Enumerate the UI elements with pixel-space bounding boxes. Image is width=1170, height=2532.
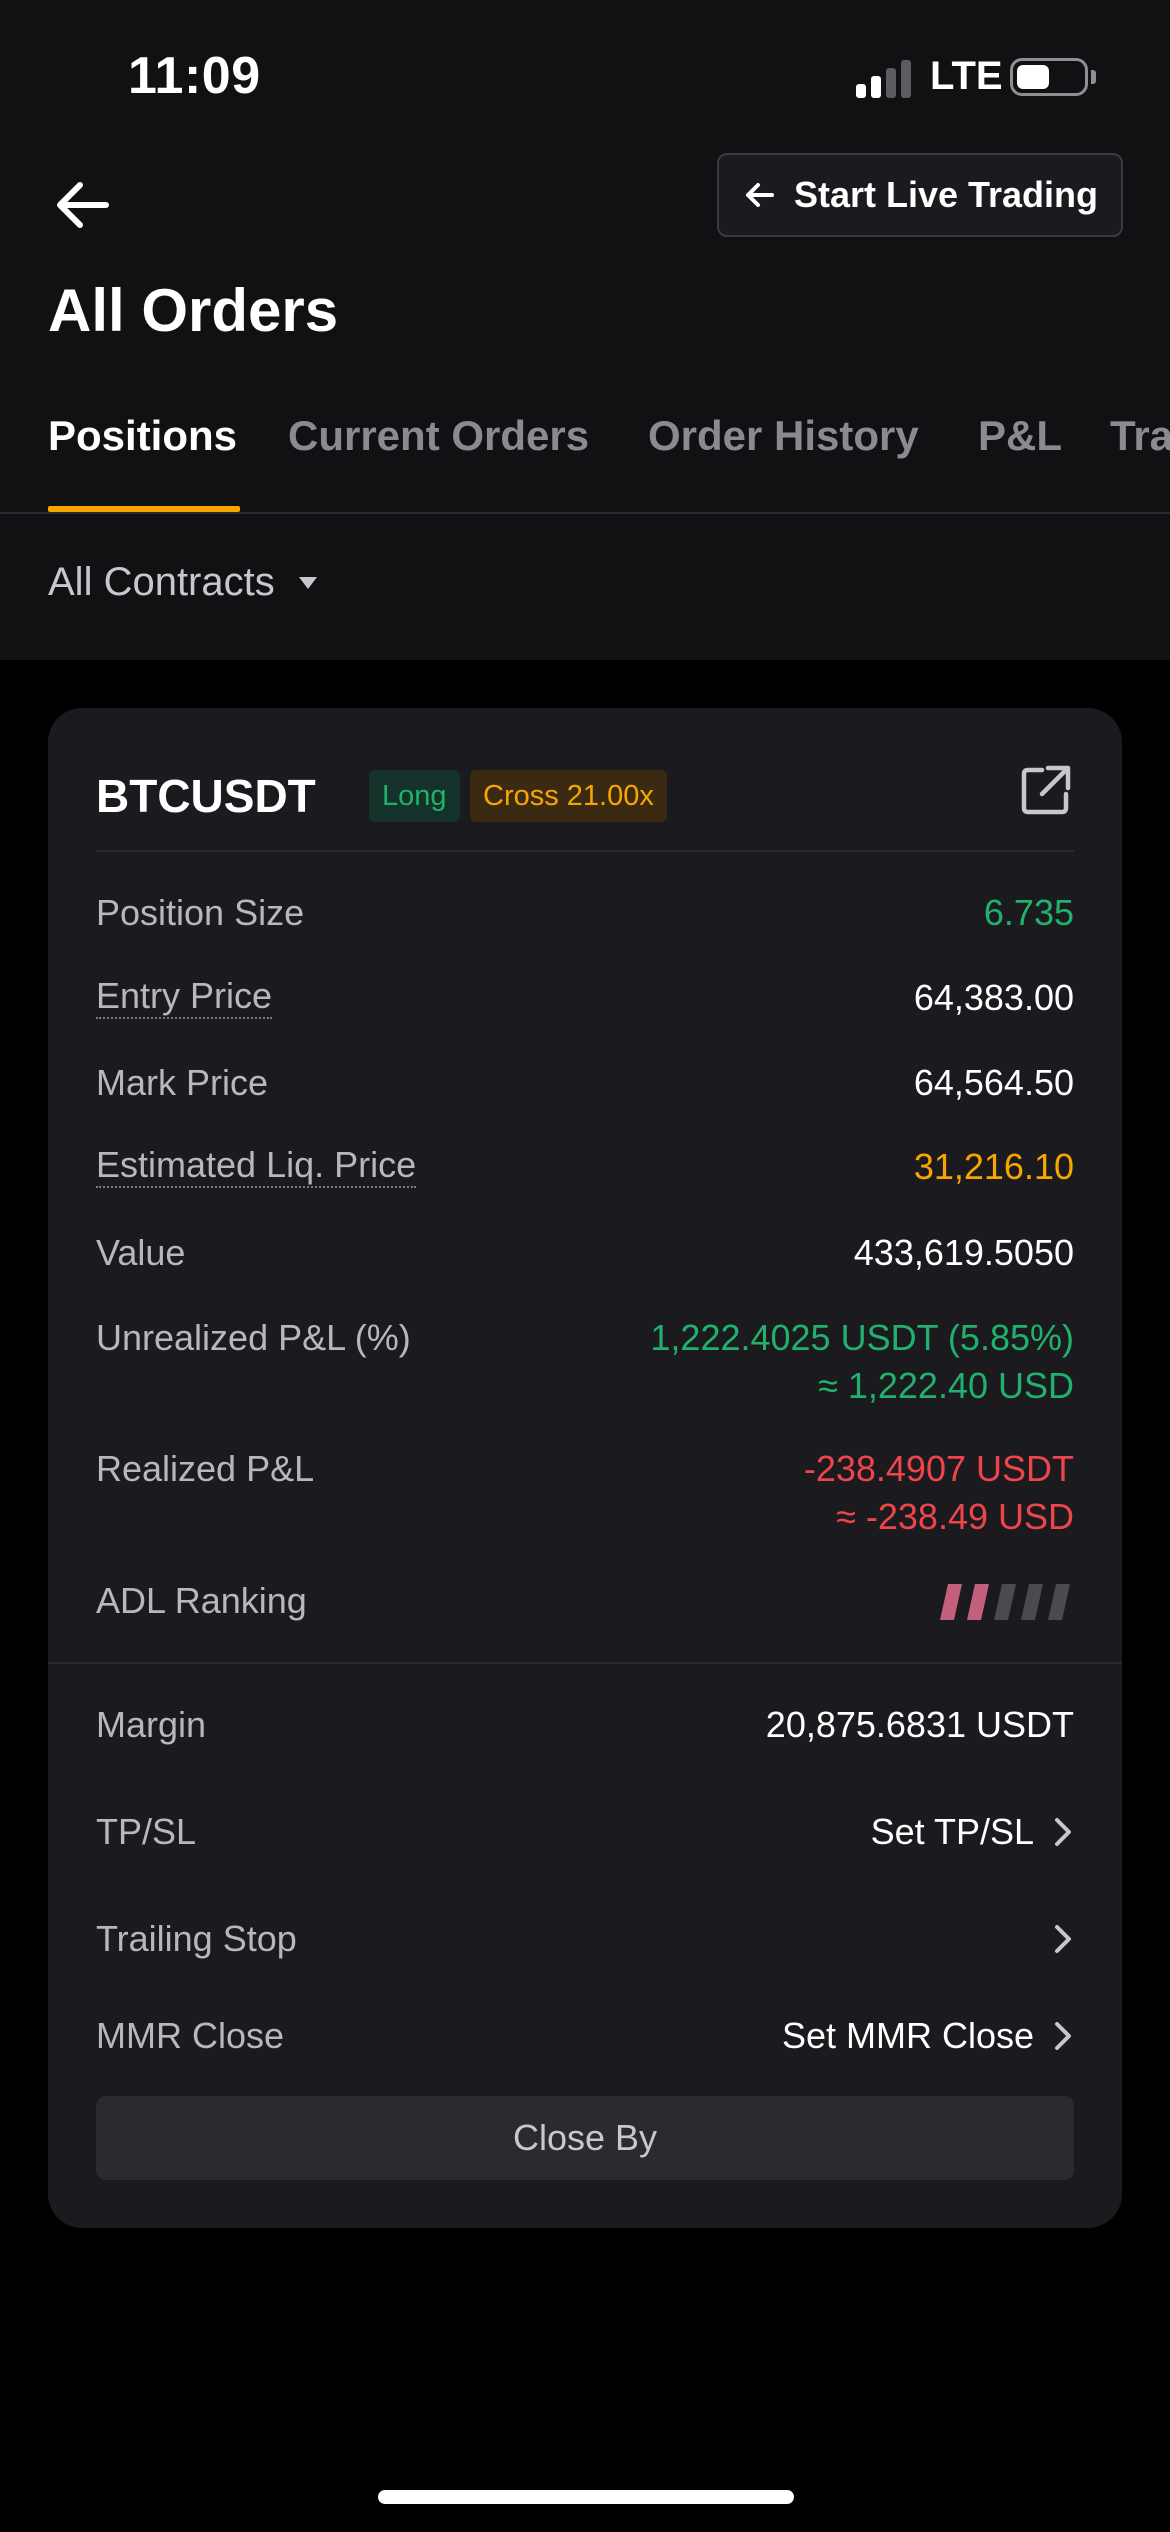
tab-positions[interactable]: Positions [48,412,238,459]
unrealized-pnl-usd: ≈ 1,222.40 USD [818,1365,1074,1406]
close-by-button[interactable]: Close By [96,2096,1074,2180]
battery-icon [1010,58,1088,96]
caret-down-icon [298,576,317,589]
position-card-header: BTCUSDT Long Cross 21.00x [96,752,1074,852]
status-time: 11:09 [128,47,261,105]
adl-ranking-label: ADL Ranking [96,1580,307,1621]
home-indicator[interactable] [378,2490,794,2504]
network-type: LTE [930,54,1003,98]
card-divider [48,1662,1122,1664]
liq-price-value: 31,216.10 [913,1146,1074,1187]
side-badge: Long [369,770,460,822]
tab-bar: Positions Current Orders Order History P… [0,400,1170,514]
battery-nub [1091,70,1096,84]
chevron-right-icon [1055,2022,1071,2050]
chevron-right-icon [1055,1925,1071,1953]
adl-bar [967,1584,989,1620]
margin-label: Margin [96,1704,207,1745]
realized-pnl-usd: ≈ -238.49 USD [836,1496,1074,1537]
tab-trades[interactable]: Tra [1110,412,1170,459]
leverage-badge[interactable]: Cross 21.00x [470,770,667,822]
active-tab-indicator [48,506,240,512]
contract-filter-dropdown[interactable]: All Contracts [48,560,319,605]
trailing-stop-label: Trailing Stop [96,1918,297,1959]
position-symbol: BTCUSDT [96,770,316,822]
adl-bar [994,1584,1016,1620]
adl-bar [1021,1584,1043,1620]
position-card: BTCUSDT Long Cross 21.00x Position Size … [48,708,1122,2228]
cellular-signal-icon [856,58,916,98]
adl-bar [940,1584,962,1620]
start-live-trading-button[interactable]: Start Live Trading [717,153,1123,237]
page-title: All Orders [48,277,339,344]
trailing-stop-button[interactable] [1052,1916,1074,1962]
back-arrow-icon[interactable] [50,170,120,240]
start-live-trading-label: Start Live Trading [793,174,1099,215]
position-size-value: 6.735 [983,892,1074,933]
mmr-close-label: MMR Close [96,2015,285,2056]
set-mmr-close-label: Set MMR Close [781,2015,1034,2056]
realized-pnl-label: Realized P&L [96,1448,315,1489]
header-area: 11:09 LTE Start Live Trading All Orders … [0,0,1170,660]
share-external-icon[interactable] [1018,762,1074,818]
position-size-label: Position Size [96,892,305,933]
value-value: 433,619.5050 [853,1232,1074,1273]
set-tpsl-button[interactable]: Set TP/SL [871,1809,1074,1855]
tab-pnl[interactable]: P&L [978,412,1062,459]
unrealized-pnl-label: Unrealized P&L (%) [96,1317,411,1358]
entry-price-value: 64,383.00 [913,977,1074,1018]
adl-bar [1048,1584,1070,1620]
tpsl-label: TP/SL [96,1811,197,1852]
chevron-right-icon [1055,1818,1071,1846]
liq-price-label[interactable]: Estimated Liq. Price [96,1144,417,1188]
set-tpsl-label: Set TP/SL [870,1811,1034,1852]
contract-filter-label: All Contracts [48,560,275,604]
adl-ranking-indicator [940,1584,1070,1620]
tab-current-orders[interactable]: Current Orders [288,412,590,459]
mark-price-value: 64,564.50 [913,1062,1074,1103]
realized-pnl-value: -238.4907 USDT [803,1448,1074,1489]
entry-price-label[interactable]: Entry Price [96,975,273,1019]
tab-order-history[interactable]: Order History [648,412,919,459]
arrow-left-icon [745,183,774,207]
set-mmr-close-button[interactable]: Set MMR Close [782,2013,1074,2059]
unrealized-pnl-value: 1,222.4025 USDT (5.85%) [650,1317,1074,1358]
margin-value: 20,875.6831 USDT [765,1704,1074,1745]
value-label: Value [96,1232,186,1273]
mark-price-label: Mark Price [96,1062,269,1103]
